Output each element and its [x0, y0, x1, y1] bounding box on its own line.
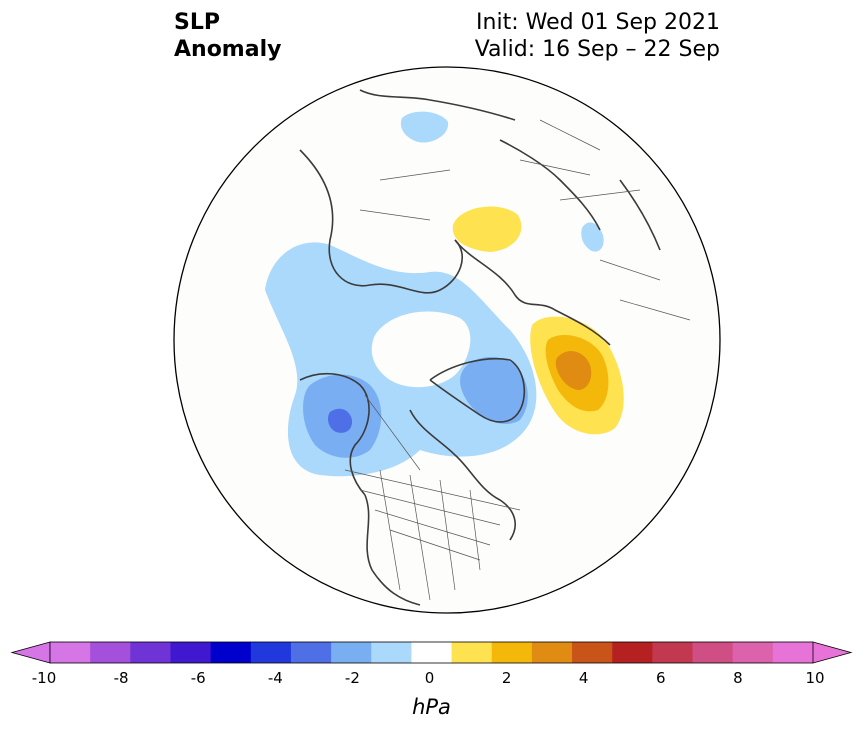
negative-anomaly-dark-north-pacific — [328, 408, 353, 433]
colorbar-swatch — [371, 642, 412, 663]
polar-map — [173, 66, 721, 614]
map-title-right: Init: Wed 01 Sep 2021 Valid: 16 Sep – 22… — [475, 9, 720, 63]
title-anomaly: Anomaly — [174, 37, 282, 62]
negative-anomaly-siberia — [400, 111, 449, 143]
anomaly-field — [265, 89, 691, 606]
colorbar-swatch — [772, 642, 814, 663]
colorbar-tick-label: 10 — [805, 669, 824, 687]
colorbar-tick-label: 2 — [502, 669, 512, 687]
colorbar-swatch — [411, 642, 453, 663]
colorbar-extend-low — [10, 641, 51, 664]
colorbar-tick-label: -6 — [191, 669, 206, 687]
colorbar-tick-label: 8 — [733, 669, 743, 687]
globe-boundary — [173, 66, 721, 614]
colorbar-swatch — [210, 642, 252, 663]
colorbar-tick-label: 4 — [579, 669, 589, 687]
colorbar-tick-label: 0 — [425, 669, 435, 687]
coastlines — [299, 89, 661, 606]
colorbar-swatch — [531, 642, 573, 663]
colorbar-swatch — [451, 642, 493, 663]
colorbar-border — [49, 641, 814, 664]
colorbar-extend-high — [812, 641, 853, 664]
colorbar-swatch — [612, 642, 653, 663]
init-date: Init: Wed 01 Sep 2021 — [476, 10, 720, 35]
colorbar-tick-label: 6 — [656, 669, 666, 687]
colorbar-tick-label: -4 — [268, 669, 283, 687]
negative-anomaly-mid-greenland — [460, 356, 528, 425]
colorbar-swatch — [90, 642, 131, 663]
political-borders — [344, 119, 691, 601]
colorbar-swatch — [50, 642, 91, 663]
colorbar-swatch — [170, 642, 212, 663]
colorbar-swatch — [250, 642, 292, 663]
colorbar-swatch — [732, 642, 774, 663]
positive-anomaly-europe-3 — [555, 351, 592, 390]
colorbar-swatch — [331, 642, 372, 663]
colorbar-swatch — [130, 642, 171, 663]
colorbar-unit: hPa — [412, 695, 451, 719]
colorbar-ticks: -10 -8 -6 -4 -2 0 2 4 6 8 10 — [32, 669, 825, 687]
neutral-polar-area — [371, 311, 471, 388]
colorbar-swatch — [491, 642, 533, 663]
map-title-left: SLP Anomaly — [174, 9, 281, 63]
colorbar-swatch — [290, 642, 332, 663]
colorbar-tick-label: -8 — [114, 669, 129, 687]
colorbar-swatch — [692, 642, 734, 663]
valid-range: Valid: 16 Sep – 22 Sep — [474, 37, 720, 62]
title-slp: SLP — [174, 10, 220, 35]
colorbar-swatch — [572, 642, 613, 663]
colorbar-swatch — [652, 642, 694, 663]
positive-anomaly-central-asia-1 — [452, 206, 522, 252]
colorbar: -10 -8 -6 -4 -2 0 2 4 6 8 10 — [10, 641, 853, 687]
colorbar-tick-label: -2 — [345, 669, 360, 687]
negative-anomaly-scandinavia — [581, 222, 604, 252]
colorbar-fills — [10, 641, 853, 664]
colorbar-tick-label: -10 — [32, 669, 57, 687]
